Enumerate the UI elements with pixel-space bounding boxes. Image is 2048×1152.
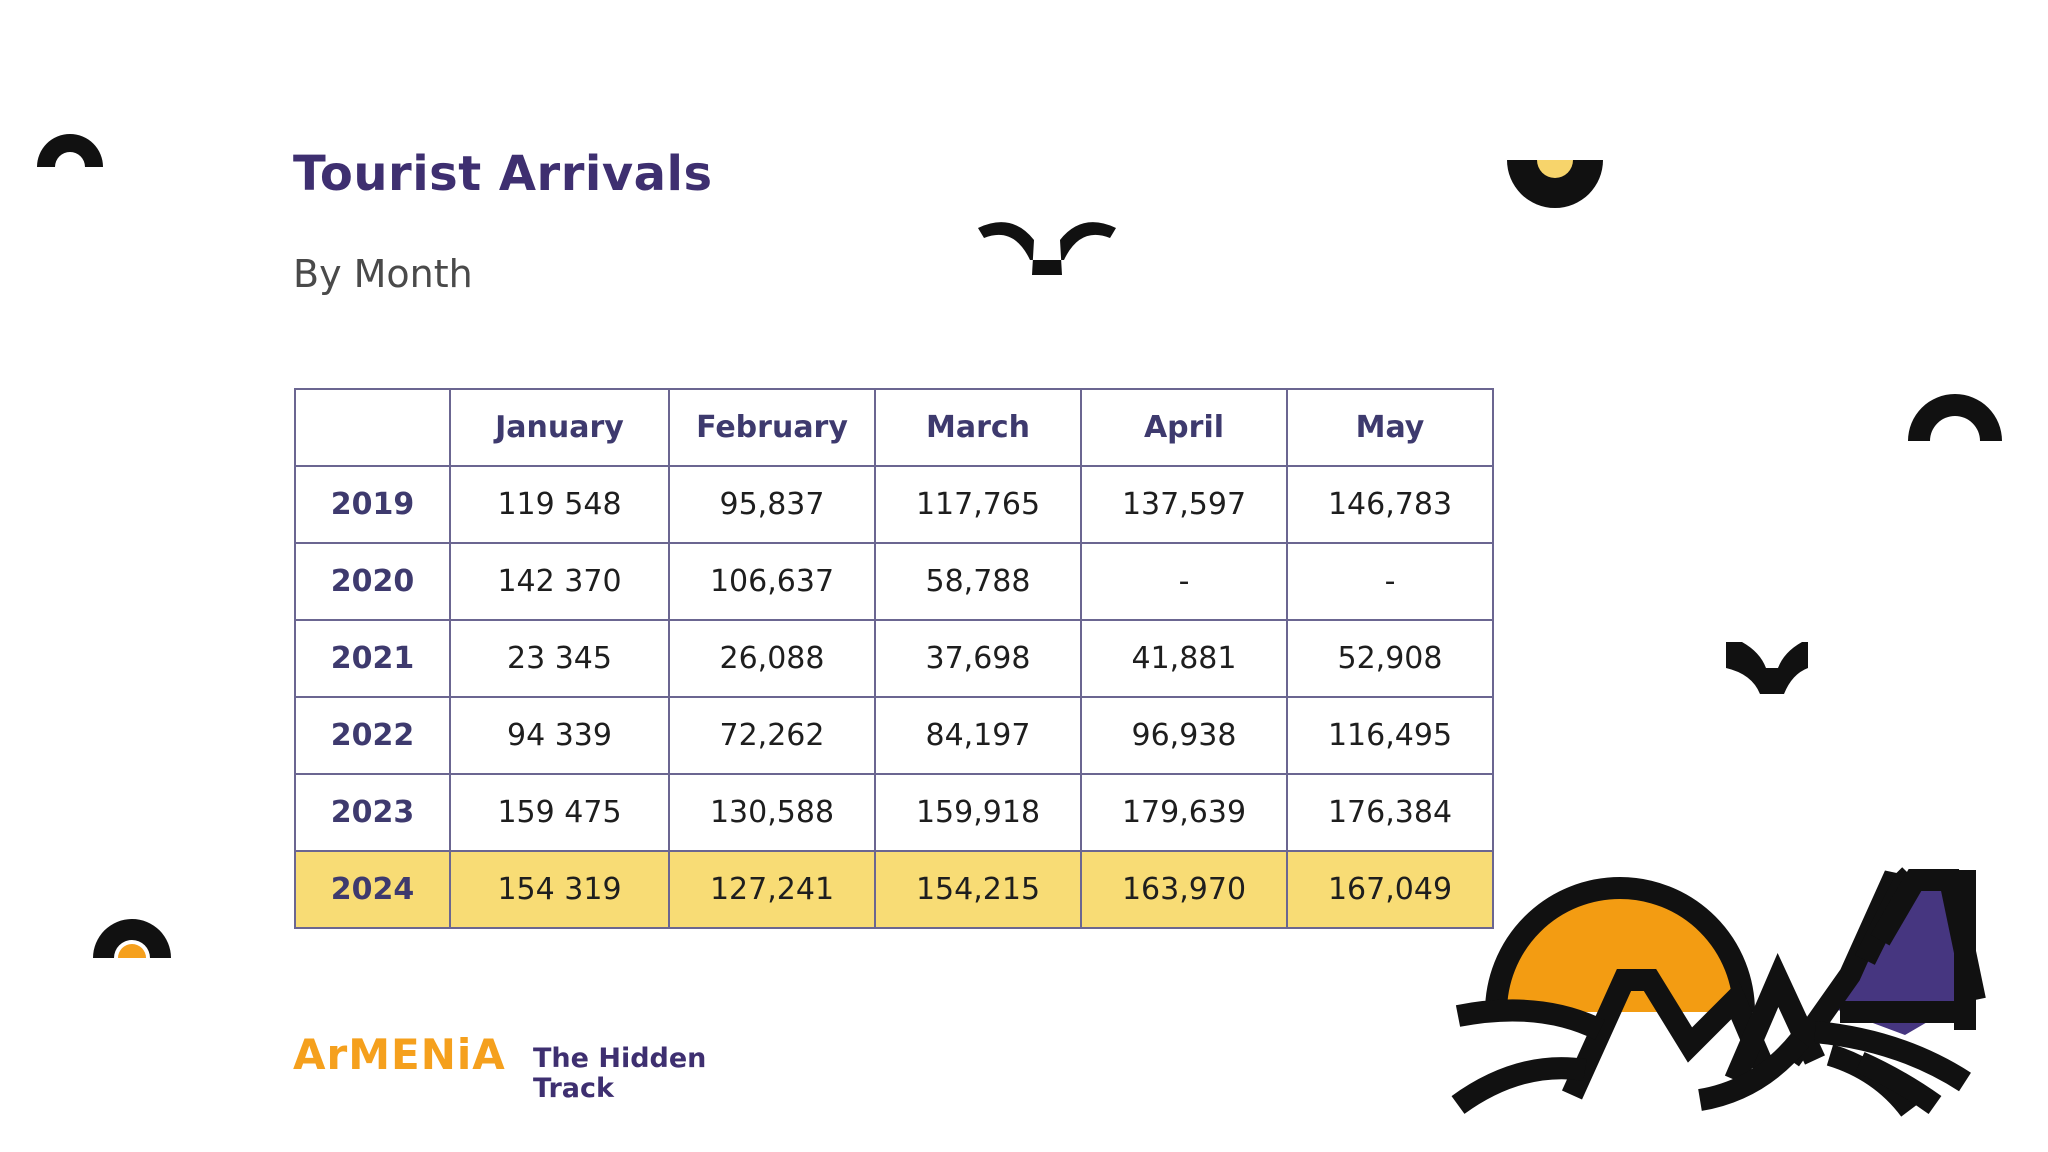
table-cell: 119 548 — [449, 465, 670, 544]
column-header — [294, 388, 451, 467]
logo-brand: ArMENiA — [293, 1030, 506, 1079]
arrivals-table: January February March April May 2019 11… — [294, 388, 1494, 929]
table-cell: 127,241 — [668, 850, 876, 929]
table-cell: 37,698 — [874, 619, 1082, 698]
table-cell: 106,637 — [668, 542, 876, 621]
table-cell: 163,970 — [1080, 850, 1288, 929]
table-cell: 58,788 — [874, 542, 1082, 621]
table-row: 2022 94 339 72,262 84,197 96,938 116,495 — [294, 696, 1494, 775]
table-cell: 154,215 — [874, 850, 1082, 929]
table-cell: 159 475 — [449, 773, 670, 852]
table-cell: 96,938 — [1080, 696, 1288, 775]
table-cell: 146,783 — [1286, 465, 1494, 544]
row-year: 2023 — [294, 773, 451, 852]
table-header-row: January February March April May — [294, 388, 1494, 467]
table-cell: 117,765 — [874, 465, 1082, 544]
table-row: 2019 119 548 95,837 117,765 137,597 146,… — [294, 465, 1494, 544]
column-header: February — [668, 388, 876, 467]
table-row: 2023 159 475 130,588 159,918 179,639 176… — [294, 773, 1494, 852]
column-header: April — [1080, 388, 1288, 467]
table-cell: 72,262 — [668, 696, 876, 775]
row-year: 2020 — [294, 542, 451, 621]
table-cell: 41,881 — [1080, 619, 1288, 698]
table-cell: 52,908 — [1286, 619, 1494, 698]
table-row-highlighted: 2024 154 319 127,241 154,215 163,970 167… — [294, 850, 1494, 929]
table-cell: 154 319 — [449, 850, 670, 929]
table-row: 2020 142 370 106,637 58,788 - - — [294, 542, 1494, 621]
table-cell: 176,384 — [1286, 773, 1494, 852]
row-year: 2021 — [294, 619, 451, 698]
table-cell: 159,918 — [874, 773, 1082, 852]
table-cell: 94 339 — [449, 696, 670, 775]
page-subtitle: By Month — [293, 252, 473, 296]
logo-tagline: The Hidden Track — [533, 1043, 707, 1104]
table-cell: - — [1286, 542, 1494, 621]
column-header: January — [449, 388, 670, 467]
table-cell: 116,495 — [1286, 696, 1494, 775]
semicircle-arc-icon — [37, 134, 103, 167]
table-cell: 26,088 — [668, 619, 876, 698]
table-cell: 23 345 — [449, 619, 670, 698]
half-sun-icon — [93, 919, 171, 958]
table-cell: 95,837 — [668, 465, 876, 544]
column-header: May — [1286, 388, 1494, 467]
row-year: 2024 — [294, 850, 451, 929]
half-sun-icon — [1507, 160, 1603, 208]
bird-icon — [1726, 642, 1808, 694]
table-cell: 167,049 — [1286, 850, 1494, 929]
column-header: March — [874, 388, 1082, 467]
table-cell: - — [1080, 542, 1288, 621]
bird-icon — [978, 222, 1116, 275]
table-cell: 137,597 — [1080, 465, 1288, 544]
page-title: Tourist Arrivals — [293, 146, 713, 202]
row-year: 2022 — [294, 696, 451, 775]
table-cell: 130,588 — [668, 773, 876, 852]
table-cell: 142 370 — [449, 542, 670, 621]
semicircle-arc-icon — [1908, 394, 2002, 441]
table-cell: 179,639 — [1080, 773, 1288, 852]
table-row: 2021 23 345 26,088 37,698 41,881 52,908 — [294, 619, 1494, 698]
sun-mountains-illustration — [1451, 867, 1986, 1117]
table-cell: 84,197 — [874, 696, 1082, 775]
row-year: 2019 — [294, 465, 451, 544]
